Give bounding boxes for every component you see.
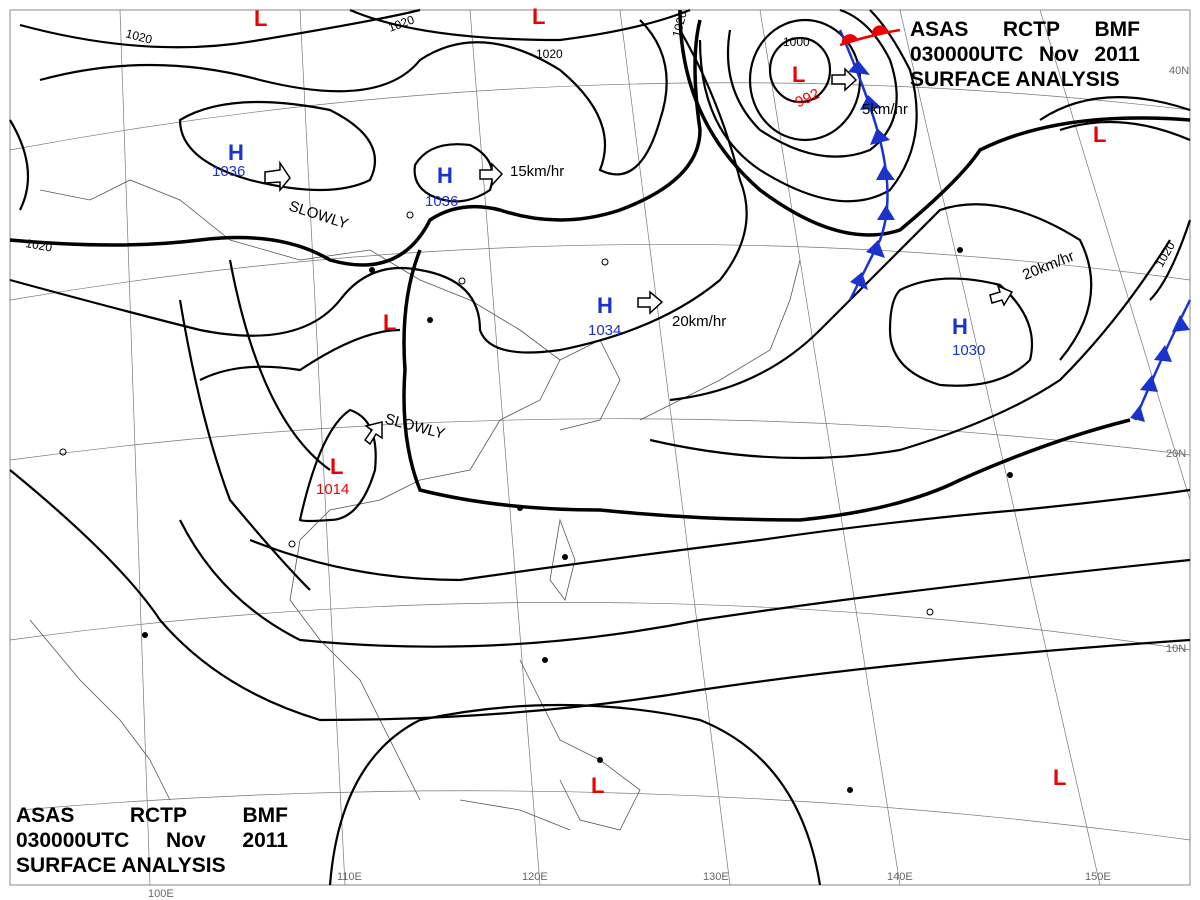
- low-center: L: [532, 4, 545, 29]
- high-pressure: 1036: [425, 193, 458, 210]
- longitude-label: 130E: [703, 871, 729, 883]
- cold-front: [838, 29, 1192, 422]
- longitude-label: 140E: [887, 871, 913, 883]
- high-center: H: [597, 293, 613, 318]
- title-line: SURFACE ANALYSIS: [910, 68, 1120, 91]
- longitude-label: 110E: [337, 871, 362, 883]
- latitude-label: 10N: [1166, 643, 1186, 655]
- arrow-icon: [479, 162, 504, 187]
- title-word: BMF: [242, 804, 289, 827]
- high-center: H: [437, 163, 453, 188]
- header-title-top: ASAS RCTP BMF 030000UTC Nov 2011 SURFACE ANA…: [910, 17, 1140, 92]
- coastlines: [29, 179, 801, 831]
- low-center: L: [591, 773, 604, 798]
- title-word: Nov: [1038, 43, 1079, 66]
- title-word: 2011: [242, 829, 288, 852]
- warm-front: [839, 25, 901, 47]
- low-pressure: 1014: [316, 481, 349, 498]
- arrow-icon: [637, 290, 664, 315]
- motion-arrows: [264, 67, 1014, 446]
- longitude-label: 100E: [148, 888, 174, 900]
- title-line: SURFACE ANALYSIS: [16, 854, 226, 877]
- isobars: [9, 8, 1192, 886]
- header-title-bottom: ASAS RCTP BMF 030000UTC Nov 2011 SURFACE ANA…: [16, 803, 288, 878]
- title-word: RCTP: [129, 804, 188, 827]
- stations: [59, 211, 1013, 793]
- high-center: H: [228, 140, 244, 165]
- low-center: L: [383, 310, 396, 335]
- motion-label: 15km/hr: [510, 163, 564, 180]
- low-center: L: [254, 6, 267, 31]
- title-word: Nov: [165, 829, 206, 852]
- pressure-centers: H 1036 H 1036 H 1034 H 1030 L L L 992 L …: [212, 4, 1106, 798]
- geo-labels: 100E 110E 120E 130E 140E 150E 40N 20N 10…: [148, 65, 1189, 900]
- high-pressure: 1036: [212, 163, 245, 180]
- title-word: ASAS: [910, 18, 969, 41]
- low-center: L: [792, 62, 805, 87]
- high-pressure: 1034: [588, 322, 621, 339]
- isobar-label: 1020: [536, 47, 563, 61]
- graticule: [9, 9, 1191, 886]
- high-center: H: [952, 314, 968, 339]
- title-word: 030000UTC: [910, 43, 1024, 66]
- isobar-label: 1000: [783, 35, 810, 49]
- longitude-label: 120E: [522, 871, 548, 883]
- arrow-icon: [363, 421, 383, 446]
- motion-label: 20km/hr: [672, 313, 726, 330]
- title-word: ASAS: [16, 804, 75, 827]
- arrow-icon: [831, 67, 858, 92]
- title-word: BMF: [1094, 18, 1141, 41]
- isobar-label: 1020: [124, 26, 154, 47]
- low-center: L: [1053, 765, 1066, 790]
- title-word: 030000UTC: [16, 829, 130, 852]
- isobar-label: 1020: [669, 9, 690, 39]
- latitude-label: 40N: [1169, 65, 1189, 77]
- latitude-label: 20N: [1166, 448, 1186, 460]
- isobar-label: 1020: [24, 236, 53, 254]
- map-border: [9, 9, 1191, 886]
- title-word: 2011: [1094, 43, 1140, 66]
- motion-label: 5km/hr: [862, 101, 908, 118]
- title-word: RCTP: [1002, 18, 1061, 41]
- high-pressure: 1030: [952, 342, 985, 359]
- longitude-label: 150E: [1085, 871, 1111, 883]
- arrow-icon: [989, 284, 1014, 307]
- low-center: L: [330, 454, 343, 479]
- arrow-icon: [264, 160, 291, 193]
- low-center: L: [1093, 122, 1106, 147]
